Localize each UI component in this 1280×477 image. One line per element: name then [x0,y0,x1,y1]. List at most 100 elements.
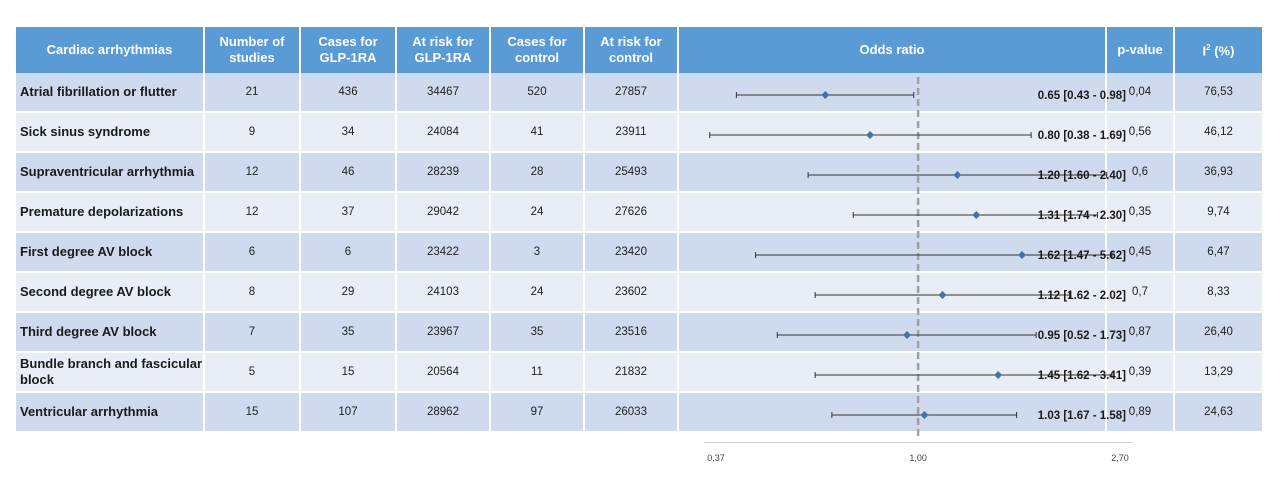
cell-studies: 6 [204,232,301,273]
cell-risk-ctrl: 25493 [584,152,679,193]
x-tick-label: 0,37 [707,453,725,463]
cell-risk-glp: 34467 [396,73,491,113]
cell-i2: 8,33 [1174,272,1262,313]
header-i2-unit: (%) [1210,43,1235,59]
cell-p: 0,56 [1106,112,1175,153]
cell-cases-ctrl: 28 [490,152,585,193]
cell-cases-ctrl: 97 [490,392,585,433]
cell-cases-ctrl: 24 [490,192,585,233]
cell-p: 0,6 [1106,152,1175,193]
cell-risk-glp: 28962 [396,392,491,433]
cell-cases-glp: 46 [300,152,397,193]
forest-table-container: Cardiac arrhythmias Number of studies Ca… [16,27,1262,463]
cell-cases-ctrl: 35 [490,312,585,353]
cell-i2: 24,63 [1174,392,1262,433]
header-p-value: p-value [1106,27,1175,73]
cell-p: 0,7 [1106,272,1175,313]
cell-i2: 6,47 [1174,232,1262,273]
table-row: Supraventricular arrhythmia 12 46 28239 28 25… [16,152,1262,193]
cell-risk-ctrl: 23602 [584,272,679,313]
cell-cases-glp: 6 [300,232,397,273]
cell-risk-ctrl: 23420 [584,232,679,273]
cell-p: 0,87 [1106,312,1175,353]
x-tick-label: 1,00 [909,453,927,463]
cell-cases-glp: 436 [300,73,397,113]
header-studies: Number of studies [204,27,301,73]
cell-risk-glp: 20564 [396,352,491,393]
cell-cases-ctrl: 24 [490,272,585,313]
table-row: Bundle branch and fascicular block 5 15 205… [16,352,1262,393]
header-risk-control: At risk for control [584,27,679,73]
odds-ratio-cell [678,112,1107,153]
cell-i2: 9,74 [1174,192,1262,233]
cell-cases-glp: 37 [300,192,397,233]
cell-i2: 26,40 [1174,312,1262,353]
cell-cases-glp: 35 [300,312,397,353]
table-row: Premature depolarizations 12 37 29042 24 2762… [16,192,1262,233]
cell-risk-ctrl: 27857 [584,73,679,113]
cell-p: 0,45 [1106,232,1175,273]
header-i2: I2 (%) [1174,27,1262,73]
header-odds-ratio: Odds ratio [678,27,1107,73]
cell-cases-glp: 107 [300,392,397,433]
cell-risk-glp: 24084 [396,112,491,153]
cell-risk-glp: 29042 [396,192,491,233]
row-label: Supraventricular arrhythmia [16,152,205,193]
row-label: Ventricular arrhythmia [16,392,205,433]
row-label: Atrial fibrillation or flutter [16,73,205,113]
odds-ratio-cell [678,73,1107,113]
table-row: Third degree AV block 7 35 23967 35 23516 0,87… [16,312,1262,353]
cell-studies: 12 [204,192,301,233]
odds-ratio-cell [678,312,1107,353]
cell-risk-ctrl: 23516 [584,312,679,353]
cell-studies: 21 [204,73,301,113]
header-row: Cardiac arrhythmias Number of studies Ca… [16,27,1262,73]
cell-cases-glp: 34 [300,112,397,153]
cell-risk-glp: 24103 [396,272,491,313]
cell-studies: 9 [204,112,301,153]
cell-studies: 8 [204,272,301,313]
table-row: Ventricular arrhythmia 15 107 28962 97 26033 0… [16,392,1262,433]
x-tick-label: 2,70 [1111,453,1129,463]
row-label: Bundle branch and fascicular block [16,352,205,393]
cell-studies: 12 [204,152,301,193]
cell-p: 0,89 [1106,392,1175,433]
header-i2-letter: I [1202,43,1207,59]
cell-p: 0,35 [1106,192,1175,233]
cell-p: 0,39 [1106,352,1175,393]
header-arrhythmia: Cardiac arrhythmias [16,27,205,73]
cell-cases-glp: 29 [300,272,397,313]
header-cases-control: Cases for control [490,27,585,73]
cell-risk-ctrl: 26033 [584,392,679,433]
cell-cases-ctrl: 41 [490,112,585,153]
cell-risk-glp: 23422 [396,232,491,273]
odds-ratio-cell [678,232,1107,273]
header-cases-glp: Cases for GLP-1RA [300,27,397,73]
row-label: Sick sinus syndrome [16,112,205,153]
cell-risk-glp: 23967 [396,312,491,353]
cell-studies: 7 [204,312,301,353]
odds-ratio-cell [678,392,1107,433]
cell-cases-ctrl: 3 [490,232,585,273]
header-i2-sup: 2 [1206,43,1211,53]
cell-cases-ctrl: 520 [490,73,585,113]
x-axis-line [704,442,1132,443]
cell-cases-glp: 15 [300,352,397,393]
cell-i2: 13,29 [1174,352,1262,393]
cell-i2: 36,93 [1174,152,1262,193]
header-risk-glp: At risk for GLP-1RA [396,27,491,73]
table-row: Sick sinus syndrome 9 34 24084 41 23911 0,56 46… [16,112,1262,153]
table-body: Atrial fibrillation or flutter 21 436 34467… [16,73,1262,433]
odds-ratio-cell [678,352,1107,393]
cell-cases-ctrl: 11 [490,352,585,393]
odds-ratio-cell [678,272,1107,313]
row-label: Third degree AV block [16,312,205,353]
table-row: Second degree AV block 8 29 24103 24 23602 0,7… [16,272,1262,313]
odds-ratio-cell [678,152,1107,193]
cell-studies: 15 [204,392,301,433]
row-label: Second degree AV block [16,272,205,313]
row-label: First degree AV block [16,232,205,273]
cell-risk-glp: 28239 [396,152,491,193]
arrhythmia-table: Cardiac arrhythmias Number of studies Ca… [16,27,1262,433]
table-row: First degree AV block 6 6 23422 3 23420 0,45 6,… [16,232,1262,273]
